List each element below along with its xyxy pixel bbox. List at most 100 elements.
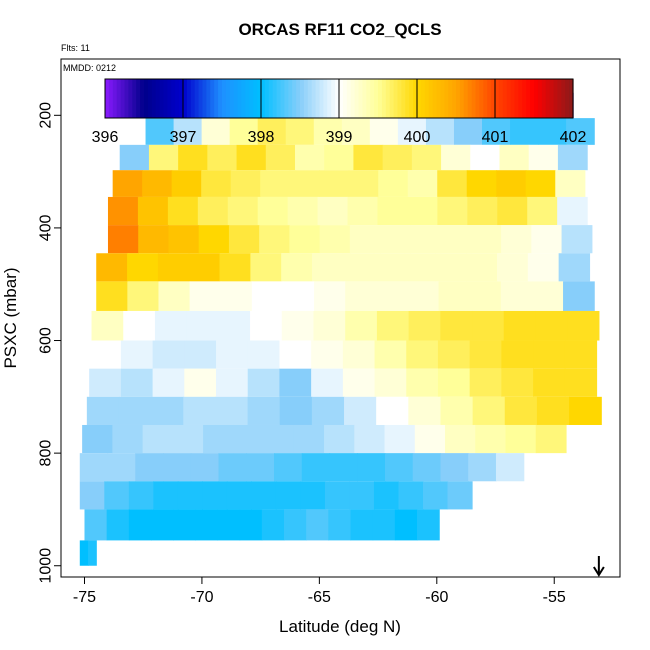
colorbar-segment [436,79,441,118]
colorbar-segment [214,79,219,118]
heatmap-cell [536,396,570,425]
colorbar-segment [440,79,445,118]
heatmap-cell [195,509,219,541]
colorbar-segment [366,79,371,118]
heatmap-cell [120,368,154,397]
colorbar-tick-label: 398 [248,129,275,146]
heatmap-cell [142,424,174,454]
heatmap-cell [394,509,418,541]
y-axis: 200 400 600 800 1000 [38,102,61,584]
y-tick-label: 1000 [38,548,55,584]
colorbar-segment [417,79,422,118]
heatmap-cell [172,424,204,454]
heatmap-cell [178,144,208,171]
heatmap-cell [466,170,497,197]
colorbar-segment [323,79,328,118]
heatmap-cell [376,396,409,425]
heatmap-cell [96,253,128,282]
heatmap-cell [437,368,471,397]
heatmap-cell [555,170,586,197]
heatmap-cell [525,170,556,197]
colorbar-segment [112,79,118,118]
colorbar-segment [370,79,375,118]
heatmap-cell [495,453,525,482]
heatmap-cell [289,225,321,254]
heatmap-cell [233,424,265,454]
colorbar-segment [561,79,566,118]
heatmap-cell [246,453,275,482]
heatmap-cell [215,396,249,425]
colorbar-segment [241,79,246,118]
heatmap-cell [384,424,416,454]
colorbar-segment [268,79,274,118]
heatmap-cell [376,281,409,311]
heatmap-cell [531,281,564,311]
heatmap-cell [186,310,219,341]
colorbar-tick-label: 401 [482,129,509,146]
y-tick-label: 600 [38,327,55,354]
heatmap-cell [263,424,295,454]
y-axis-label: PSXC (mbar) [1,267,20,368]
heatmap-cell [184,368,217,397]
heatmap-cell [203,424,234,454]
colorbar-segment [136,79,141,118]
colorbar-segment [151,79,157,118]
heatmap-cell [188,253,221,282]
heatmap-cell [469,368,502,397]
heatmap-cell [531,225,563,254]
heatmap-cell [410,225,442,254]
heatmap-cell [416,509,440,541]
colorbar-segment [261,79,266,118]
colorbar-segment [381,79,387,118]
heatmap-cell [500,281,533,311]
heatmap-cell [470,144,501,171]
colorbar-segment [534,79,539,118]
heatmap-cell [319,170,350,197]
colorbar-segment [183,79,188,118]
colorbar-segment [502,79,508,118]
heatmap-cell [207,144,238,171]
colorbar-segment [307,79,313,118]
heatmap-cell [354,424,386,454]
colorbar-segment [147,79,153,118]
colorbar-segment [506,79,512,118]
heatmap-cell [218,310,251,341]
heatmap-cell [150,509,174,541]
heatmap-cell [501,340,534,369]
heatmap-cell [86,396,120,425]
colorbar-segment [233,79,239,118]
heatmap-cell [408,396,442,425]
heatmap-cell [466,253,498,282]
heatmap-cell [538,118,567,145]
colorbar-segment [198,79,204,118]
heatmap-cell [198,225,230,254]
colorbar-segment [389,79,395,118]
heatmap-cell [411,144,442,171]
x-tick-label: -75 [73,589,96,606]
heatmap-cell [154,310,188,341]
heatmap-cell [561,225,593,254]
arrow-indicator [593,556,605,577]
x-tick-label: -65 [308,589,331,606]
heatmap-cell [153,481,179,510]
colorbar-segment [140,79,145,118]
heatmap-cell [226,481,252,510]
heatmap-cell [398,481,424,510]
colorbar-segment [569,79,574,118]
heatmap-cell [347,196,379,226]
heatmap-cell [440,396,474,425]
heatmap-cell [535,310,568,341]
heatmap-cell [282,281,315,311]
heatmap-cell [496,253,529,282]
heatmap-cell [345,310,378,341]
colorbar-segment [327,79,332,118]
heatmap-cell [482,118,511,145]
colorbar-segment [300,79,305,118]
heatmap-cell [342,368,376,397]
colorbar-segment [483,79,488,118]
colorbar-segment [225,79,231,118]
heatmap-cell [348,170,379,197]
heatmap-cell [341,118,371,145]
heatmap-cell [412,453,442,482]
colorbar-segment [456,79,461,118]
